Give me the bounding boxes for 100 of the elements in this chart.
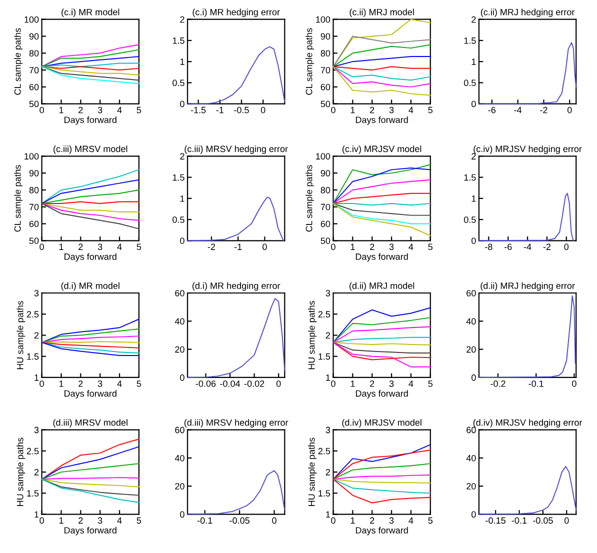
y-tick-label: 70 — [29, 204, 39, 210]
chart-title: (d.ii) MRJ model — [350, 282, 414, 291]
x-tick-label: -0.1 — [197, 517, 212, 524]
y-tick-label: 3 — [34, 290, 39, 296]
x-tick-label: 1 — [350, 517, 355, 524]
line-series — [41, 66, 140, 81]
x-tick-label: -0.15 — [486, 517, 506, 524]
x-tick-label: 3 — [389, 517, 394, 524]
x-tick-label: 4 — [117, 517, 122, 524]
x-tick-label: 0 — [262, 244, 267, 250]
x-tick-label: -0.5 — [234, 106, 249, 114]
y-tick-label: 1 — [180, 58, 184, 65]
x-tick-label: -6 — [504, 244, 512, 250]
y-tick-label: 1.5 — [172, 38, 184, 44]
x-tick-label: 1 — [59, 106, 64, 114]
x-tick-label: 0 — [572, 380, 576, 387]
x-tick-label: 2 — [370, 244, 374, 250]
y-tick-label: 0 — [472, 374, 476, 381]
line-series — [41, 478, 140, 503]
x-axis-title: Days forward — [64, 390, 116, 398]
line-series — [478, 192, 574, 242]
line-series — [332, 202, 431, 236]
line-series — [41, 478, 140, 496]
y-tick-label: 100 — [316, 16, 330, 23]
line-series — [41, 342, 140, 354]
line-series — [332, 478, 431, 494]
x-tick-label: 0 — [567, 106, 572, 114]
line-series — [332, 44, 431, 68]
line-series — [41, 44, 140, 68]
y-tick-label: 40 — [466, 318, 476, 325]
x-tick-label: 1 — [59, 517, 64, 524]
y-tick-label: 90 — [320, 33, 330, 40]
y-tick-label: 70 — [29, 67, 39, 74]
line-series — [332, 342, 431, 354]
line-series — [41, 66, 140, 84]
x-tick-label: 0 — [40, 244, 44, 250]
y-axis-title: HU sample paths — [308, 438, 317, 506]
y-tick-label: 90 — [320, 170, 330, 176]
x-axis-title: Days forward — [356, 253, 408, 262]
x-tick-label: 5 — [136, 244, 142, 250]
chart-title: (d.i) MR hedging error — [192, 282, 280, 291]
line-series — [332, 202, 431, 216]
y-tick-label: 100 — [24, 153, 39, 160]
x-tick-label: 5 — [428, 380, 433, 387]
x-tick-label: -6 — [488, 106, 496, 114]
x-axis-title: Days forward — [356, 526, 408, 536]
y-axis-title: HU sample paths — [16, 438, 26, 506]
y-tick-label: 90 — [29, 170, 39, 176]
chart-title: (d.i) MR model — [61, 282, 120, 291]
y-tick-label: 2.5 — [26, 448, 39, 454]
x-tick-label: -0.05 — [230, 517, 250, 524]
y-tick-label: 1.5 — [464, 38, 476, 44]
y-tick-label: 100 — [24, 16, 39, 23]
line-series — [41, 438, 140, 480]
x-tick-label: 0 — [260, 106, 266, 114]
x-tick-label: -0.2 — [490, 380, 506, 387]
x-tick-label: -0.1 — [512, 517, 527, 524]
x-tick-label: -8 — [485, 244, 492, 250]
y-tick-label: 40 — [174, 318, 184, 325]
y-tick-label: 50 — [29, 238, 39, 244]
y-tick-label: 1.5 — [27, 353, 39, 360]
x-tick-label: -1.5 — [190, 106, 206, 114]
y-tick-label: 1 — [326, 511, 330, 518]
chart-title: (d.iv) MRJSV model — [342, 419, 422, 428]
x-tick-label: -2 — [543, 244, 551, 250]
y-axis-title: CL sample paths — [306, 28, 314, 95]
y-tick-label: 60 — [175, 426, 184, 434]
y-tick-label: 2 — [472, 153, 476, 160]
y-tick-label: 2.5 — [318, 311, 330, 318]
y-axis-title: HU sample paths — [308, 300, 317, 370]
y-tick-label: 50 — [320, 238, 330, 244]
y-tick-label: 3 — [326, 290, 330, 296]
y-tick-label: 60 — [466, 426, 476, 434]
y-tick-label: 1 — [34, 511, 39, 518]
y-axis-title: HU sample paths — [16, 300, 26, 370]
y-tick-label: 2.5 — [26, 311, 39, 318]
x-axis-title: Days forward — [64, 526, 116, 536]
x-tick-label: 0 — [331, 380, 336, 387]
line-series — [41, 169, 140, 204]
y-tick-label: 20 — [175, 346, 184, 353]
chart-title: (c.iii) MRSV model — [54, 145, 128, 154]
chart-title: (c.ii) MRJ model — [350, 8, 414, 18]
y-axis-title: CL sample paths — [14, 165, 23, 232]
x-axis-title: Days forward — [64, 253, 116, 262]
chart-title: (d.iii) MRSV hedging error — [184, 419, 288, 428]
y-tick-label: 1.5 — [464, 174, 476, 181]
line-series — [332, 179, 431, 204]
x-tick-label: -0.1 — [528, 380, 544, 387]
line-series — [41, 66, 140, 76]
y-tick-label: 80 — [29, 50, 39, 56]
x-tick-label: 3 — [389, 380, 394, 387]
line-series — [41, 202, 140, 212]
y-tick-label: 60 — [29, 220, 39, 228]
y-tick-label: 2 — [472, 16, 476, 23]
y-tick-label: 0 — [180, 511, 184, 518]
y-tick-label: 0 — [180, 374, 184, 381]
y-axis-title: CL sample paths — [306, 165, 314, 232]
y-tick-label: 1.5 — [318, 490, 330, 497]
y-tick-label: 3 — [326, 426, 330, 434]
y-tick-label: 0.5 — [464, 80, 476, 86]
